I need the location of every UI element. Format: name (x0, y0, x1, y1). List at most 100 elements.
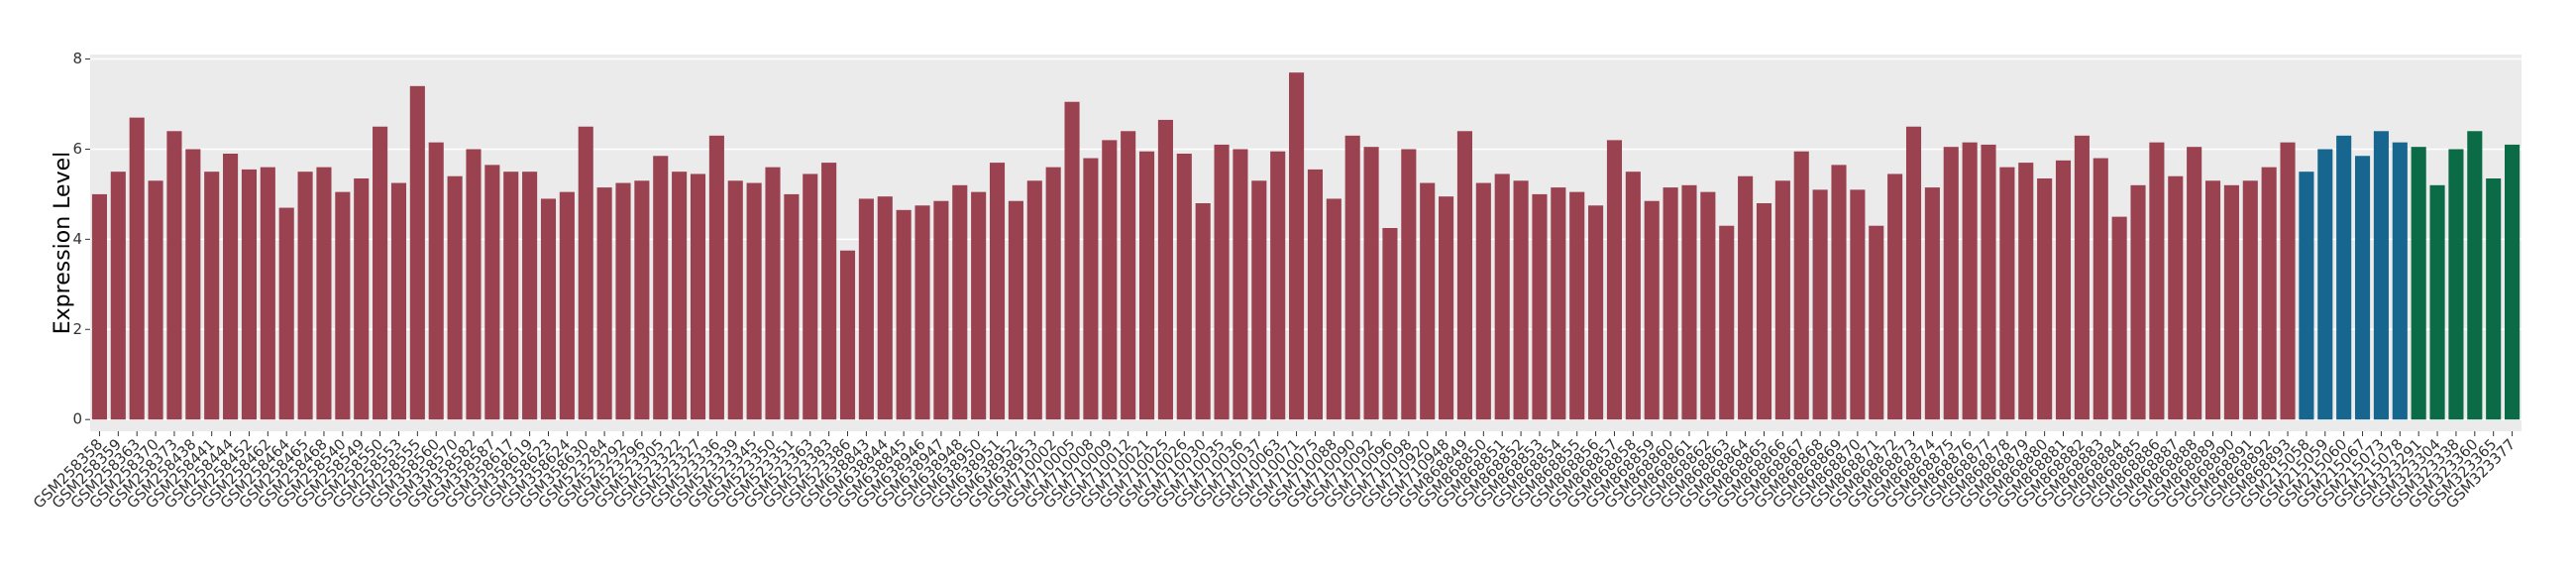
bar (2392, 142, 2408, 420)
bar (129, 117, 145, 420)
bar (447, 175, 463, 420)
bar (1064, 101, 1080, 420)
bar (2093, 158, 2108, 420)
bar (2336, 135, 2352, 420)
bar (708, 135, 724, 420)
bar (727, 180, 743, 420)
bar (354, 178, 370, 420)
bar (1924, 187, 1940, 420)
bar (166, 131, 182, 420)
bar (578, 126, 593, 420)
bar (821, 163, 837, 420)
bar (484, 165, 500, 420)
bar (1008, 200, 1023, 420)
bar (148, 180, 163, 420)
bar (1850, 189, 1866, 420)
bar (1401, 149, 1417, 420)
bar (1962, 142, 1978, 420)
bar (803, 173, 818, 420)
bar (1083, 158, 1099, 420)
bar (260, 167, 275, 420)
bar (1663, 187, 1678, 420)
bar (1326, 198, 1342, 420)
bar (1456, 131, 1473, 420)
bar (1494, 173, 1510, 420)
bar (1905, 126, 1922, 420)
bar (2204, 180, 2221, 420)
bar (204, 172, 220, 420)
bar (1999, 167, 2015, 420)
bar (784, 193, 800, 420)
y-tick-label: 8 (72, 50, 82, 67)
bar (2317, 149, 2333, 420)
bar (952, 184, 968, 420)
bar (2448, 149, 2464, 420)
bar (971, 191, 987, 420)
bar (2261, 167, 2277, 420)
bar (2354, 156, 2371, 420)
bar (185, 149, 201, 420)
bar (1045, 167, 1061, 420)
bar (1176, 154, 1192, 420)
bar (2111, 216, 2127, 420)
bar (2130, 184, 2146, 420)
bar (1738, 175, 1754, 420)
y-tick-label: 4 (72, 230, 82, 248)
bar (690, 173, 706, 420)
y-tick-label: 6 (72, 140, 82, 158)
bar (989, 163, 1006, 420)
bar (1102, 140, 1118, 420)
bar (409, 85, 425, 420)
bar (1026, 180, 1042, 420)
bar (1625, 172, 1641, 420)
bar (2299, 172, 2314, 420)
bar (559, 191, 575, 420)
bar (1344, 135, 1360, 420)
bar (914, 205, 930, 420)
bar (1270, 151, 1286, 420)
bar (223, 154, 239, 420)
bar (1233, 149, 1248, 420)
bar (2168, 175, 2184, 420)
bar (1251, 180, 1267, 420)
bar (1214, 144, 1230, 420)
bar (2467, 131, 2483, 420)
bar (1981, 144, 1996, 420)
bar (1812, 189, 1828, 420)
bar (858, 198, 874, 420)
y-axis-label: Expression Level (51, 152, 75, 335)
bar (2055, 160, 2072, 420)
bar (522, 172, 538, 420)
bar (2505, 144, 2521, 420)
bar (1157, 119, 1173, 420)
bar (2187, 147, 2202, 420)
bar (1606, 140, 1623, 420)
bar (335, 191, 351, 420)
bar (1551, 187, 1566, 420)
bar (1420, 182, 1436, 420)
bar (877, 196, 893, 420)
bar (672, 172, 688, 420)
bar (91, 193, 107, 420)
bar (466, 149, 482, 420)
bar (1943, 147, 1959, 420)
bar (596, 187, 612, 420)
bar (2373, 131, 2389, 420)
bar (373, 126, 388, 420)
bar (2223, 184, 2239, 420)
bar (1774, 180, 1790, 420)
bar (1831, 165, 1847, 420)
bar (765, 167, 781, 420)
bar (1588, 205, 1604, 420)
bar (653, 156, 669, 420)
bar (615, 182, 631, 420)
bar (1307, 169, 1323, 420)
y-tick-label: 0 (72, 410, 82, 428)
bar (1569, 191, 1585, 420)
bar (896, 209, 912, 420)
bar (2242, 180, 2258, 420)
bar (1700, 191, 1716, 420)
bar (503, 172, 519, 420)
bar (1382, 228, 1398, 420)
